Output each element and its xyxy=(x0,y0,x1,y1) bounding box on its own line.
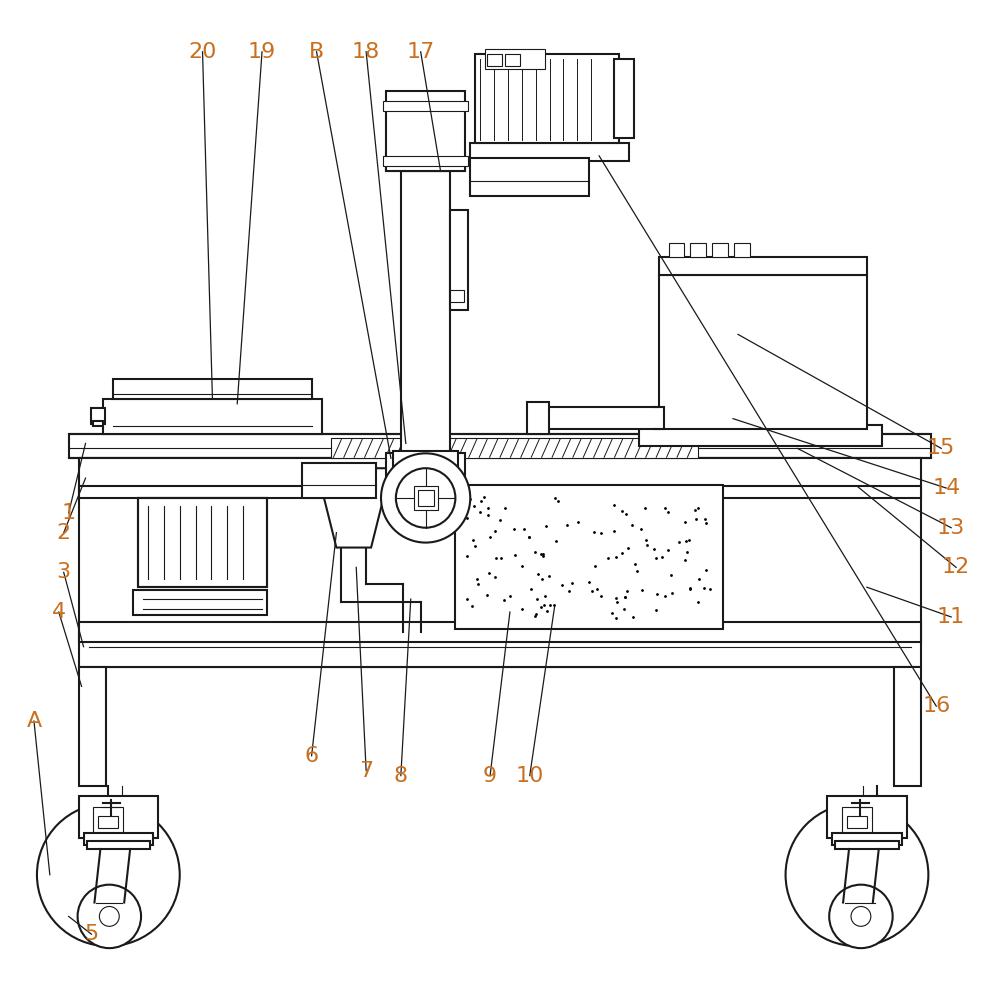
Bar xyxy=(93,807,123,832)
Bar xyxy=(475,53,619,143)
Bar xyxy=(69,434,931,458)
Bar xyxy=(669,243,684,257)
Bar xyxy=(827,796,907,838)
Bar xyxy=(832,833,902,845)
Bar xyxy=(690,243,706,257)
Bar xyxy=(386,92,465,171)
Bar xyxy=(450,210,468,309)
Bar xyxy=(455,485,723,628)
Bar xyxy=(138,498,267,587)
Circle shape xyxy=(37,803,180,947)
Bar xyxy=(505,53,520,65)
Text: 11: 11 xyxy=(937,607,965,627)
Text: 9: 9 xyxy=(483,766,497,785)
Text: 18: 18 xyxy=(352,41,380,62)
Bar xyxy=(401,171,450,458)
Bar xyxy=(79,486,921,498)
Bar xyxy=(414,486,438,510)
Bar xyxy=(93,421,103,426)
Text: 17: 17 xyxy=(407,41,435,62)
Polygon shape xyxy=(317,468,391,547)
Bar xyxy=(79,796,158,838)
Text: 20: 20 xyxy=(188,41,217,62)
Bar xyxy=(450,289,464,301)
Text: 2: 2 xyxy=(57,523,71,542)
Text: 8: 8 xyxy=(394,766,408,785)
Bar xyxy=(659,275,867,429)
Circle shape xyxy=(851,907,871,927)
Bar xyxy=(331,439,698,458)
Circle shape xyxy=(99,907,119,927)
Text: 4: 4 xyxy=(52,602,66,622)
Circle shape xyxy=(829,884,893,948)
Text: 1: 1 xyxy=(62,503,76,523)
Bar xyxy=(103,399,322,434)
Bar xyxy=(79,667,106,785)
Bar xyxy=(487,53,502,65)
Text: 5: 5 xyxy=(84,924,99,945)
Bar xyxy=(485,48,545,68)
Text: A: A xyxy=(26,711,42,731)
Bar xyxy=(639,425,882,447)
Bar xyxy=(835,841,899,849)
Bar xyxy=(91,408,105,424)
Circle shape xyxy=(396,468,455,528)
Bar xyxy=(659,257,867,275)
Bar xyxy=(383,156,468,166)
Bar xyxy=(470,143,629,161)
Bar xyxy=(847,816,867,828)
Bar xyxy=(87,841,150,849)
Bar xyxy=(138,498,267,587)
Text: 3: 3 xyxy=(57,562,71,582)
Bar xyxy=(386,453,465,478)
Bar xyxy=(98,816,118,828)
Bar xyxy=(113,379,312,399)
Bar xyxy=(79,458,921,667)
Bar xyxy=(712,243,728,257)
Text: 16: 16 xyxy=(922,697,950,716)
Text: 6: 6 xyxy=(305,746,319,766)
Bar xyxy=(386,153,465,171)
Bar xyxy=(84,833,153,845)
Text: 15: 15 xyxy=(927,439,955,458)
Circle shape xyxy=(78,884,141,948)
Text: 13: 13 xyxy=(937,518,965,537)
Circle shape xyxy=(381,453,470,542)
Bar xyxy=(535,407,664,429)
Bar xyxy=(614,58,634,138)
Text: 10: 10 xyxy=(516,766,544,785)
Text: 7: 7 xyxy=(359,761,373,781)
Bar xyxy=(894,667,921,785)
Bar xyxy=(527,402,549,434)
Bar xyxy=(79,621,921,642)
Circle shape xyxy=(786,803,928,947)
Text: 19: 19 xyxy=(248,41,276,62)
Bar xyxy=(302,463,376,498)
Bar xyxy=(418,490,434,506)
Bar xyxy=(383,102,468,112)
Bar xyxy=(470,158,589,196)
Bar xyxy=(393,452,458,466)
Bar xyxy=(842,807,872,832)
Bar xyxy=(133,590,267,615)
Text: 12: 12 xyxy=(942,557,970,577)
Text: 14: 14 xyxy=(932,478,960,498)
Text: B: B xyxy=(309,41,324,62)
Bar xyxy=(734,243,750,257)
